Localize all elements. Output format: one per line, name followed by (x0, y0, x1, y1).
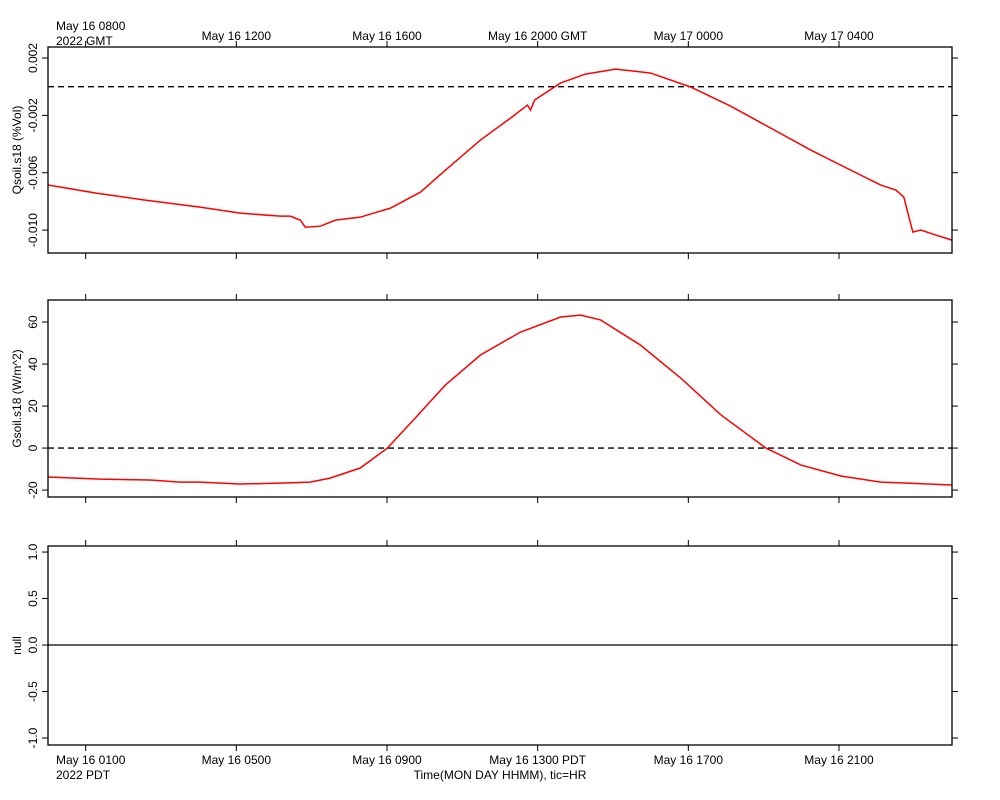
x-tick-label: May 16 0900 (352, 753, 422, 767)
x-axis-label: Time(MON DAY HHMM), tic=HR (414, 768, 587, 782)
x-tick-label: May 16 0100 (56, 753, 126, 767)
y-axis-label: null (10, 636, 24, 655)
y-tick-label: 1.0 (26, 543, 40, 560)
x-top-tick-label: May 17 0000 (654, 29, 724, 43)
plot-frame (47, 299, 953, 498)
y-tick-label: 60 (26, 315, 40, 329)
y-tick-label: -0.010 (26, 213, 40, 247)
y-tick-label: 20 (26, 399, 40, 413)
y-tick-label: -1.0 (26, 727, 40, 748)
y-tick-label: 40 (26, 357, 40, 371)
plot-frame (47, 46, 953, 254)
x-tick-label: May 16 1300 PDT (489, 753, 586, 767)
data-line (47, 68, 953, 241)
x-unit-label: 2022 PDT (56, 768, 111, 782)
y-tick-label: 0.5 (26, 590, 40, 607)
y-axis-label: Qsoil.s18 (%Vol) (10, 106, 24, 195)
x-tick-label: May 16 2100 (804, 753, 874, 767)
y-axis-label: Gsoil.s18 (W/m^2) (10, 349, 24, 447)
x-tick-label: May 16 1700 (654, 753, 724, 767)
y-tick-label: 0.0 (26, 636, 40, 653)
y-tick-label: -0.006 (26, 155, 40, 189)
data-line (47, 314, 953, 486)
y-tick-label: 0 (26, 444, 40, 451)
x-top-tick-label: May 16 2000 GMT (488, 29, 588, 43)
x-top-tick-label: May 16 0800 (56, 19, 126, 33)
y-tick-label: -0.5 (26, 681, 40, 702)
x-top-unit-label: 2022 GMT (56, 34, 113, 48)
y-tick-label: -20 (26, 481, 40, 499)
x-top-tick-label: May 16 1200 (202, 29, 272, 43)
x-top-tick-label: May 17 0400 (804, 29, 874, 43)
y-tick-label: 0.002 (26, 43, 40, 73)
y-tick-label: -0.002 (26, 98, 40, 132)
x-tick-label: May 16 0500 (202, 753, 272, 767)
x-top-tick-label: May 16 1600 (352, 29, 422, 43)
